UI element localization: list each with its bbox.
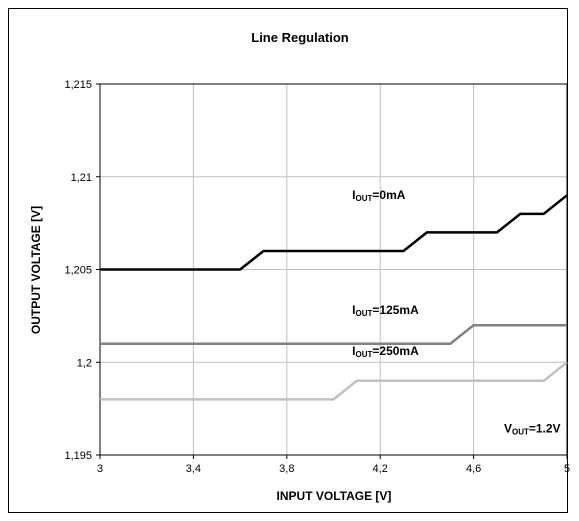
x-tick-label: 5	[564, 463, 570, 475]
axis-ticks: 3 3,4 3,8 4,2 4,6 5 1,195 1,2 1,205 1,21 1,215	[64, 79, 570, 475]
series-layer	[100, 194, 568, 401]
series-label-2: IOUT=250mA	[352, 344, 419, 359]
x-axis-label: INPUT VOLTAGE [V]	[277, 489, 392, 503]
x-tick-label: 3	[97, 463, 103, 475]
y-tick-label: 1,2	[77, 357, 92, 369]
y-tick-label: 1,21	[71, 172, 92, 184]
x-tick-label: 4,2	[373, 463, 388, 475]
chart-frame	[8, 8, 568, 513]
x-tick-label: 3,4	[186, 463, 201, 475]
y-tick-label: 1,205	[64, 265, 92, 277]
y-tick-label: 1,195	[64, 450, 92, 462]
series-line-0	[100, 194, 568, 271]
y-axis-label: OUTPUT VOLTAGE [V]	[29, 206, 43, 334]
chart-title: Line Regulation	[251, 30, 349, 45]
x-tick-label: 3,8	[279, 463, 294, 475]
series-line-2	[100, 361, 568, 401]
series-label-1: IOUT=125mA	[352, 303, 419, 318]
series-label-0: IOUT=0mA	[352, 188, 406, 203]
series-line-1	[100, 323, 567, 345]
y-tick-label: 1,215	[64, 79, 92, 91]
series-labels: IOUT=0mA IOUT=125mA IOUT=250mA VOUT=1.2V	[352, 188, 560, 437]
x-tick-label: 4,6	[466, 463, 481, 475]
vout-annotation: VOUT=1.2V	[504, 422, 561, 437]
